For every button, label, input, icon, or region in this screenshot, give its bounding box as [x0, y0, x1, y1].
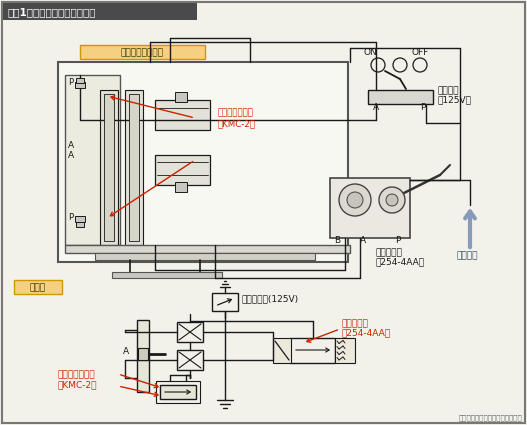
Text: B: B — [334, 236, 340, 245]
Bar — [335, 338, 355, 363]
Text: （125V）: （125V） — [438, 95, 472, 104]
Bar — [177, 322, 203, 342]
Bar — [95, 253, 315, 260]
FancyBboxPatch shape — [80, 45, 205, 59]
Bar — [273, 338, 291, 363]
Bar — [76, 222, 84, 227]
Bar — [76, 78, 84, 83]
Text: A: A — [68, 151, 74, 160]
Text: 摘自小金井驱动设备综合商品目录: 摘自小金井驱动设备综合商品目录 — [458, 414, 522, 421]
Circle shape — [347, 192, 363, 208]
Text: ON: ON — [363, 48, 377, 57]
Text: 气缸连续往复动作: 气缸连续往复动作 — [121, 48, 163, 57]
Bar — [58, 62, 348, 262]
Text: 气路图: 气路图 — [30, 283, 46, 292]
Bar — [368, 90, 433, 104]
Circle shape — [386, 194, 398, 206]
Bar — [129, 94, 139, 241]
Bar — [75, 82, 85, 88]
FancyBboxPatch shape — [14, 280, 62, 294]
Text: OFF: OFF — [412, 48, 428, 57]
Bar — [155, 100, 210, 130]
Bar — [138, 348, 148, 360]
Bar — [125, 90, 143, 245]
Bar — [156, 381, 200, 403]
Text: A: A — [123, 347, 129, 356]
Text: 手动启动阀(125V): 手动启动阀(125V) — [242, 295, 299, 303]
Text: 微型流量调节阀: 微型流量调节阀 — [58, 371, 95, 380]
Bar — [137, 320, 149, 392]
Circle shape — [379, 187, 405, 213]
Bar — [65, 245, 350, 253]
Text: 【图1】气压驱动系统和气路图: 【图1】气压驱动系统和气路图 — [7, 7, 95, 17]
Bar — [212, 293, 238, 311]
Bar — [65, 75, 120, 245]
Text: 空气动作阀: 空气动作阀 — [375, 248, 402, 257]
Text: （254-4AA）: （254-4AA） — [375, 257, 424, 266]
Circle shape — [339, 184, 371, 216]
Text: （KMC-2）: （KMC-2） — [218, 119, 256, 128]
Text: A: A — [360, 236, 366, 245]
Bar — [3, 3, 197, 20]
Text: A: A — [373, 103, 379, 112]
Text: （KMC-2）: （KMC-2） — [58, 380, 97, 389]
Text: 压缩空气: 压缩空气 — [456, 251, 478, 260]
Text: 微型流量调节阀: 微型流量调节阀 — [218, 108, 254, 117]
Bar — [155, 155, 210, 185]
Bar — [100, 90, 118, 245]
Bar — [75, 216, 85, 222]
Text: 启动阀门: 启动阀门 — [438, 86, 460, 95]
Text: P: P — [68, 78, 73, 87]
Bar — [330, 178, 410, 238]
Bar — [175, 92, 187, 102]
Bar — [112, 272, 222, 278]
Text: P: P — [68, 213, 73, 222]
Bar — [290, 338, 335, 363]
Text: （254-4AA）: （254-4AA） — [342, 329, 391, 337]
Text: P: P — [395, 236, 401, 245]
Bar — [160, 385, 196, 399]
Text: A: A — [68, 141, 74, 150]
Bar — [177, 350, 203, 370]
Text: P: P — [420, 103, 425, 112]
Text: 空气动作阀: 空气动作阀 — [342, 320, 369, 329]
Bar — [104, 94, 114, 241]
Bar — [175, 182, 187, 192]
